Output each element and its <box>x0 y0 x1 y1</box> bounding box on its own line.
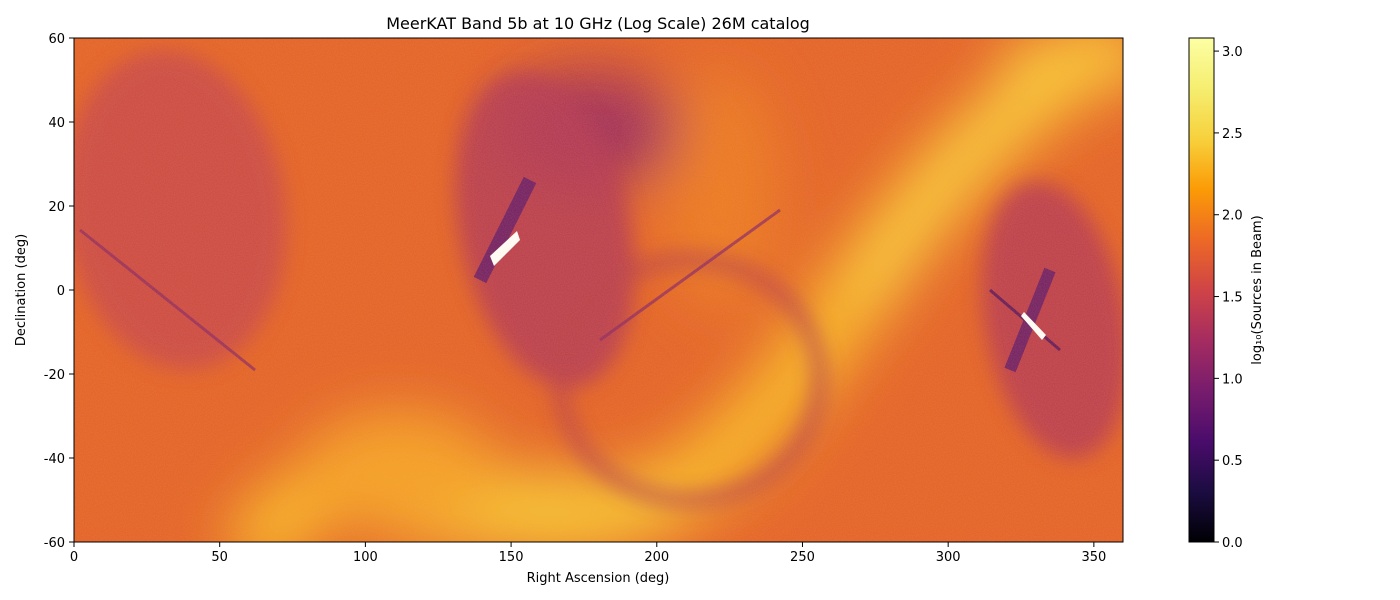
colorbar <box>1188 37 1215 543</box>
x-tick-label: 200 <box>644 550 669 565</box>
heatmap-noise <box>74 38 1123 542</box>
x-tick-label: 150 <box>499 550 524 565</box>
chart-title: MeerKAT Band 5b at 10 GHz (Log Scale) 26… <box>386 14 810 33</box>
x-tick-label: 300 <box>936 550 961 565</box>
colorbar-tick-label: 3.0 <box>1222 45 1243 60</box>
colorbar-label: log₁₀(Sources in Beam) <box>1250 215 1265 364</box>
y-axis-label: Declination (deg) <box>14 234 29 346</box>
y-tick-label: 0 <box>57 284 65 299</box>
colorbar-tick-label: 0.5 <box>1222 454 1243 469</box>
colorbar-tick-label: 1.0 <box>1222 372 1243 387</box>
y-axis-ticks: -60 -40 -20 0 20 40 60 <box>44 32 74 551</box>
colorbar-tick-label: 0.0 <box>1222 536 1243 551</box>
x-axis-ticks: 0 50 100 150 200 250 300 350 <box>70 542 1106 565</box>
y-tick-label: -20 <box>44 368 65 383</box>
x-tick-label: 50 <box>211 550 228 565</box>
colorbar-tick-label: 1.5 <box>1222 291 1243 306</box>
colorbar-tick-label: 2.5 <box>1222 127 1243 142</box>
colorbar-tick-label: 2.0 <box>1222 209 1243 224</box>
colorbar-ticks: 0.0 0.5 1.0 1.5 2.0 2.5 3.0 <box>1214 45 1243 551</box>
x-tick-label: 0 <box>70 550 78 565</box>
x-axis-label: Right Ascension (deg) <box>527 571 670 586</box>
y-tick-label: -60 <box>44 536 65 551</box>
y-tick-label: 40 <box>48 116 65 131</box>
y-tick-label: 20 <box>48 200 65 215</box>
x-tick-label: 100 <box>353 550 378 565</box>
x-tick-label: 350 <box>1081 550 1106 565</box>
y-tick-label: 60 <box>48 32 65 47</box>
x-tick-label: 250 <box>790 550 815 565</box>
y-tick-label: -40 <box>44 452 65 467</box>
heatmap-plot-area <box>74 38 1123 542</box>
